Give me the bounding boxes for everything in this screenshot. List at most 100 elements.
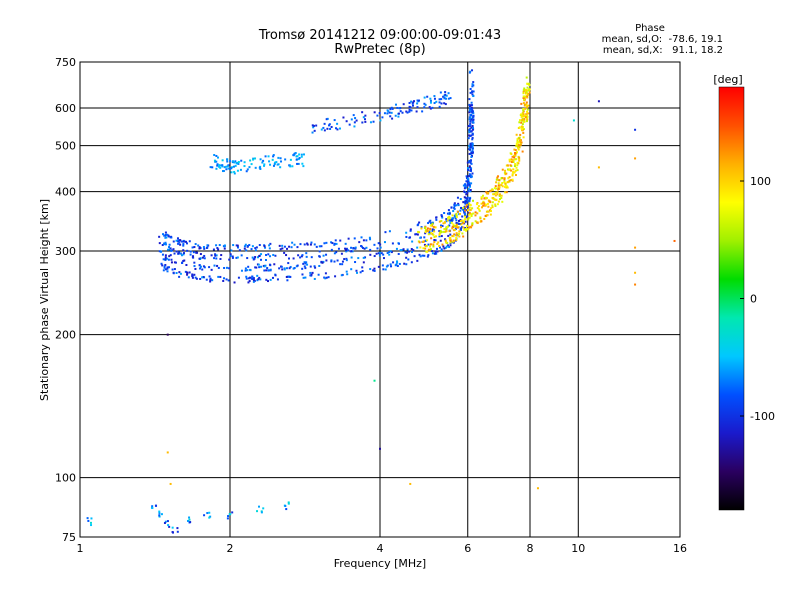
x-mode-echo-point (513, 165, 516, 168)
x-mode-echo-point (522, 128, 525, 131)
outlier-echo-point (634, 283, 637, 286)
o-mode-echo-point (217, 275, 220, 278)
low-echo-point (158, 514, 161, 517)
multihop-echo-point (429, 97, 432, 100)
multihop-echo-point (315, 124, 318, 127)
o-mode-echo-point (163, 243, 166, 246)
o-mode-echo-point (237, 276, 240, 279)
o-mode-echo-point (185, 240, 188, 243)
o-mode-echo-point (193, 246, 196, 249)
o-mode-echo-point (173, 252, 176, 255)
o-mode-echo-point (299, 243, 302, 246)
o-mode-echo-point (448, 245, 451, 248)
multihop-echo-point (267, 155, 270, 158)
o-mode-echo-point (251, 256, 254, 259)
multihop-echo-point (336, 122, 339, 125)
o-mode-echo-point (466, 197, 469, 200)
multihop-echo-point (372, 120, 375, 123)
o-mode-echo-point (301, 273, 304, 276)
o-mode-echo-point (347, 249, 350, 252)
o-mode-echo-point (368, 236, 371, 239)
x-mode-echo-point (496, 203, 499, 206)
x-mode-echo-point (492, 197, 495, 200)
x-mode-echo-point (451, 235, 454, 238)
o-mode-echo-point (471, 128, 474, 131)
x-mode-echo-point (452, 235, 455, 238)
x-mode-echo-point (522, 95, 525, 98)
multihop-echo-point (223, 166, 226, 169)
x-mode-echo-point (496, 176, 499, 179)
o-mode-echo-point (252, 280, 255, 283)
o-mode-echo-point (377, 242, 380, 245)
x-mode-echo-point (485, 203, 488, 206)
o-mode-echo-point (469, 91, 472, 94)
x-mode-echo-point (475, 221, 478, 224)
o-mode-echo-point (197, 244, 200, 247)
o-mode-echo-point (310, 241, 313, 244)
x-mode-echo-point (452, 239, 455, 242)
o-mode-echo-point (250, 248, 253, 251)
x-mode-echo-point (514, 174, 517, 176)
low-echo-point (256, 510, 259, 513)
o-mode-echo-point (357, 257, 360, 260)
o-mode-echo-point (339, 263, 342, 266)
multihop-echo-point (302, 153, 305, 156)
x-mode-echo-point (462, 226, 465, 229)
multihop-echo-point (396, 106, 399, 109)
outlier-echo-point (166, 451, 169, 454)
o-mode-echo-point (225, 278, 228, 281)
multihop-echo-point (221, 165, 224, 168)
o-mode-echo-point (333, 242, 336, 245)
o-mode-echo-point (170, 236, 173, 239)
o-mode-echo-point (469, 148, 472, 151)
o-mode-echo-point (240, 269, 243, 272)
x-mode-echo-point (461, 219, 464, 222)
multihop-echo-point (221, 159, 224, 162)
x-mode-echo-point (446, 216, 449, 219)
o-mode-echo-point (434, 239, 437, 242)
o-mode-echo-point (462, 201, 465, 204)
o-mode-echo-point (264, 259, 267, 261)
o-mode-echo-point (472, 90, 475, 93)
x-mode-echo-point (525, 120, 528, 123)
y-tick-label: 600 (55, 102, 76, 115)
multihop-echo-point (301, 162, 304, 165)
o-mode-echo-point (263, 245, 266, 248)
x-mode-echo-point (494, 194, 497, 197)
o-mode-echo-point (291, 241, 294, 244)
o-mode-echo-point (264, 246, 267, 249)
x-mode-echo-point (429, 227, 432, 230)
o-mode-echo-point (330, 260, 333, 263)
o-mode-echo-point (471, 133, 474, 136)
x-mode-echo-point (448, 216, 451, 219)
o-mode-echo-point (286, 247, 289, 250)
multihop-echo-point (213, 154, 216, 157)
o-mode-echo-point (412, 249, 415, 252)
low-echo-point (151, 505, 154, 508)
o-mode-echo-point (278, 267, 281, 270)
outlier-echo-point (634, 128, 637, 131)
o-mode-echo-point (470, 106, 473, 109)
o-mode-echo-point (462, 208, 465, 211)
o-mode-echo-point (405, 263, 408, 266)
o-mode-echo-point (472, 110, 475, 113)
x-tick-label: 8 (527, 542, 534, 555)
o-mode-echo-point (179, 272, 182, 275)
x-mode-echo-point (479, 216, 482, 219)
x-mode-echo-point (437, 241, 440, 244)
multihop-echo-point (226, 158, 229, 161)
x-mode-echo-point (508, 176, 511, 179)
x-mode-echo-point (468, 213, 471, 216)
o-mode-echo-point (189, 250, 192, 253)
x-mode-echo-point (443, 221, 446, 224)
multihop-echo-point (275, 161, 278, 164)
x-mode-echo-point (521, 117, 524, 120)
x-mode-echo-point (525, 92, 528, 95)
x-mode-echo-point (451, 214, 454, 217)
o-mode-echo-point (199, 253, 202, 256)
o-mode-echo-point (444, 246, 447, 249)
low-echo-point (158, 515, 161, 518)
o-mode-echo-point (406, 251, 409, 254)
o-mode-echo-point (169, 254, 172, 257)
o-mode-echo-point (471, 104, 474, 107)
